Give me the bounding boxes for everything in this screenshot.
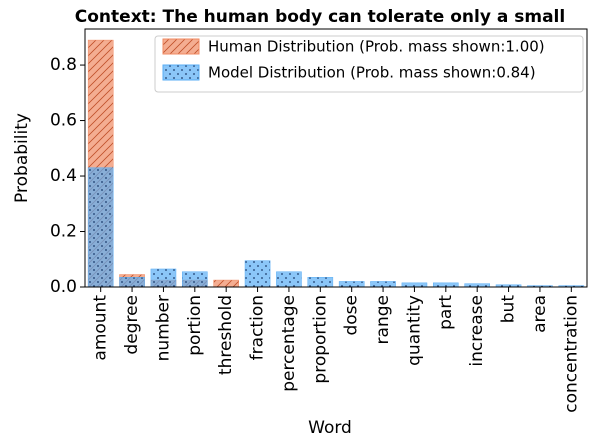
- chart-title: Context: The human body can tolerate onl…: [75, 7, 565, 27]
- y-axis-label: Probability: [12, 113, 32, 203]
- plot-frame: [84, 28, 588, 288]
- legend-swatch: [162, 64, 200, 81]
- y-tick-label: 0.6: [50, 111, 77, 131]
- bar: [338, 281, 365, 288]
- bar: [401, 282, 428, 288]
- bar: [182, 271, 208, 288]
- bar: [307, 277, 334, 288]
- bar: [119, 277, 145, 288]
- bar: [244, 260, 271, 288]
- y-tick-label: 0.2: [50, 222, 77, 242]
- x-tick-label: area: [530, 295, 550, 333]
- y-tick-label: 0.0: [50, 277, 77, 297]
- legend-label: Model Distribution (Prob. mass shown:0.8…: [208, 64, 536, 82]
- x-tick-label: dose: [342, 295, 362, 336]
- x-tick-label: increase: [467, 295, 487, 367]
- bar: [433, 282, 459, 288]
- bar: [213, 279, 239, 288]
- legend-box: [154, 35, 584, 93]
- x-tick-label: fraction: [248, 295, 268, 360]
- x-tick-label: number: [153, 295, 173, 361]
- x-tick-label: amount: [91, 295, 111, 361]
- legend-swatch: [162, 38, 200, 55]
- x-tick-label: percentage: [279, 295, 299, 392]
- x-tick-label: proportion: [310, 295, 330, 384]
- x-tick-label: range: [373, 295, 393, 344]
- bar: [150, 268, 177, 288]
- x-tick-label: portion: [185, 295, 205, 356]
- x-tick-label: part: [436, 295, 456, 330]
- x-tick-label: degree: [122, 295, 142, 355]
- x-tick-label: threshold: [216, 295, 236, 375]
- y-tick-label: 0.4: [50, 166, 77, 186]
- legend-label: Human Distribution (Prob. mass shown:1.0…: [208, 38, 545, 56]
- bar: [276, 271, 302, 288]
- x-tick-label: quantity: [404, 295, 424, 366]
- x-axis-label: Word: [308, 418, 352, 438]
- bar: [87, 167, 114, 288]
- x-tick-label: but: [499, 295, 519, 324]
- bar: [370, 281, 396, 288]
- x-tick-label: concentration: [561, 295, 581, 413]
- y-tick-label: 0.8: [50, 55, 77, 75]
